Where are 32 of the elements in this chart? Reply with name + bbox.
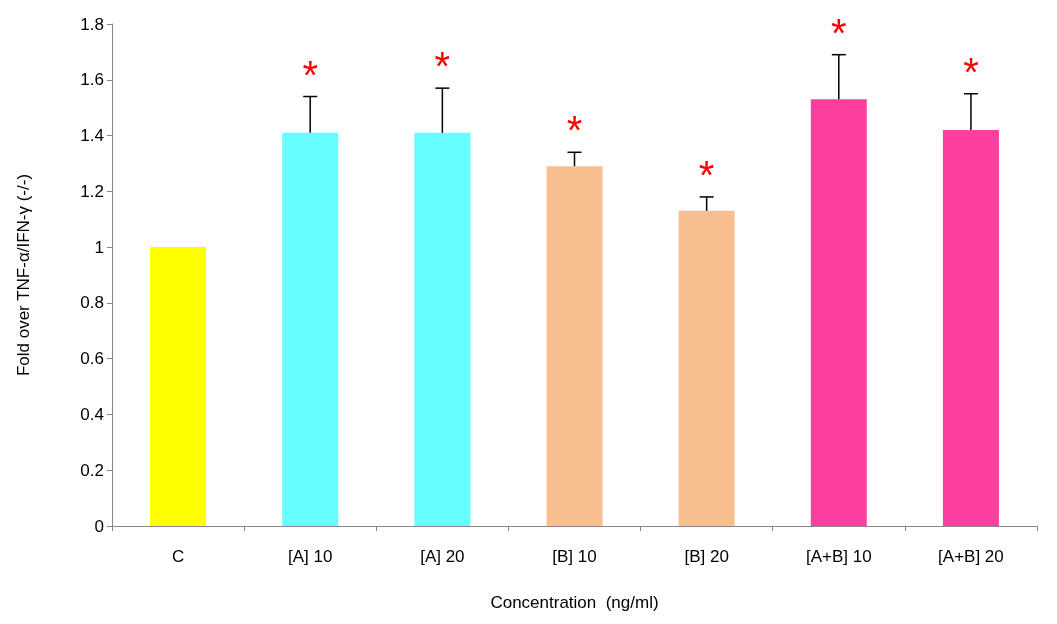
- y-tick-label: 0.6: [80, 349, 104, 369]
- bar: [678, 210, 735, 526]
- y-axis-title: Fold over TNF-α/IFN-γ (-/-): [14, 173, 33, 377]
- y-tick-label: 1.2: [80, 181, 104, 201]
- annotation: *: [698, 152, 715, 197]
- y-tick-label: 1: [94, 237, 104, 257]
- bar: [546, 166, 603, 526]
- x-tick-label: [A] 20: [420, 547, 465, 566]
- x-tick-label: [B] 10: [552, 547, 597, 566]
- bar: [150, 247, 207, 526]
- bar: [414, 132, 471, 526]
- annotation: *: [963, 49, 979, 94]
- annotation: *: [302, 52, 318, 97]
- bar: [282, 132, 339, 526]
- y-tick-label: 0.2: [80, 460, 104, 480]
- y-tick-label: 1.4: [80, 126, 104, 146]
- annotation: *: [566, 108, 583, 153]
- x-tick-label: [A] 10: [288, 547, 333, 566]
- x-tick-label: [A+B] 10: [805, 547, 872, 566]
- y-tick-label: 0.4: [80, 404, 104, 424]
- x-tick-label: C: [171, 547, 185, 566]
- bar: [942, 129, 999, 526]
- bar: [810, 99, 867, 526]
- y-tick-label: 1.8: [80, 14, 104, 34]
- y-tick-label: 1.6: [80, 70, 104, 90]
- x-axis-title: Concentration (ng/ml): [490, 593, 659, 612]
- y-tick-label: 0: [94, 516, 104, 536]
- y-tick-label: 0.8: [80, 293, 104, 313]
- annotation: *: [831, 10, 847, 55]
- x-tick-label: [A+B] 20: [938, 547, 1004, 566]
- annotation: *: [434, 44, 451, 89]
- x-tick-label: [B] 20: [684, 547, 729, 566]
